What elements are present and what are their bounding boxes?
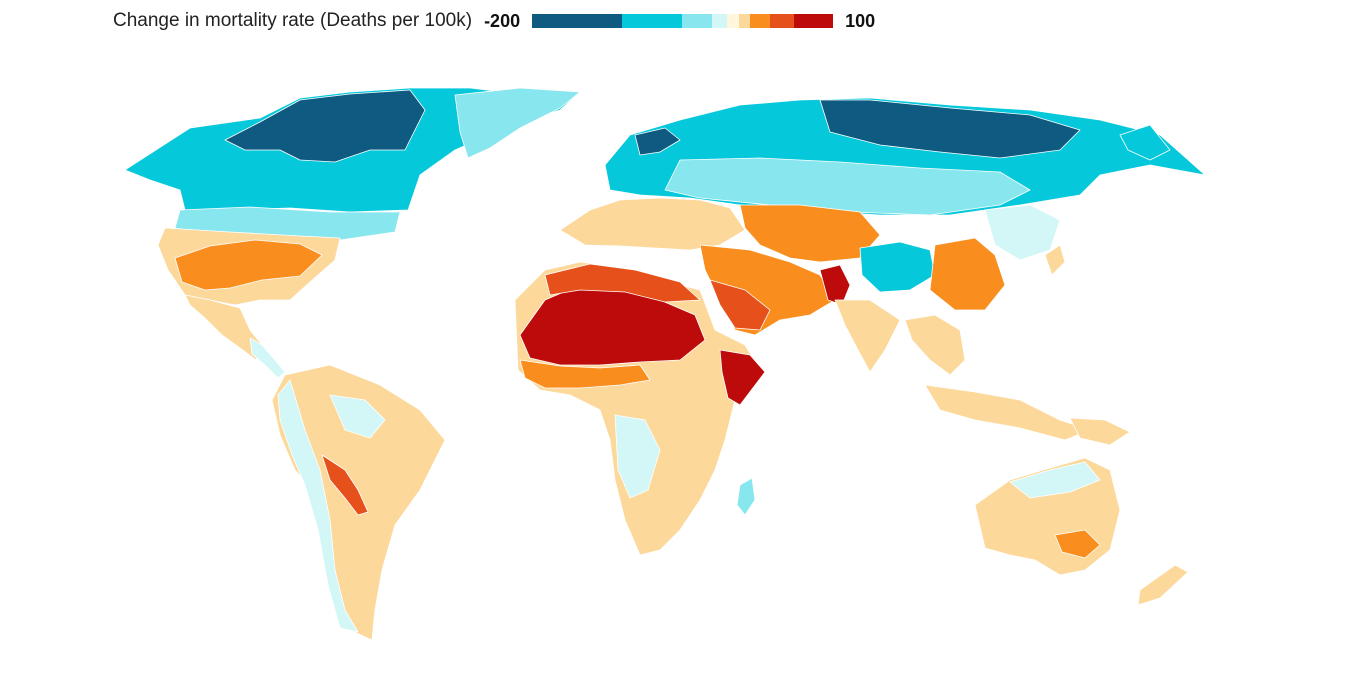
amazon-cool: [329, 394, 386, 439]
legend-min-label: -200: [484, 10, 521, 31]
japan: [1044, 244, 1066, 276]
madagascar: [736, 477, 756, 516]
arctic-region: [224, 89, 426, 163]
legend-swatch-2: [682, 14, 713, 28]
india-region: [834, 299, 901, 373]
china-east-cool: [984, 204, 1061, 261]
mongolia-cool: [859, 241, 936, 293]
legend-swatch-4: [727, 14, 740, 28]
new-guinea: [1069, 417, 1131, 446]
arabia-heat: [709, 279, 771, 331]
scandinavia: [634, 127, 681, 156]
southeast-asia: [904, 314, 966, 376]
australia-central-heat: [1054, 529, 1101, 559]
legend-swatch-8: [794, 14, 834, 28]
bolivia-heat: [321, 454, 369, 516]
legend-title: Change in mortality rate (Deaths per 100…: [113, 10, 473, 31]
pakistan-heat: [819, 264, 851, 306]
central-america: [249, 337, 286, 379]
legend: Change in mortality rate (Deaths per 100…: [113, 8, 875, 34]
legend-swatch-7: [770, 14, 795, 28]
central-africa-cool: [614, 414, 661, 499]
legend-swatch-1: [622, 14, 683, 28]
north-america: [124, 87, 581, 379]
legend-swatch-6: [750, 14, 771, 28]
legend-color-scale: [532, 14, 834, 28]
legend-swatch-0: [532, 14, 623, 28]
china-region: [929, 237, 1006, 311]
usa-central-heat: [174, 239, 323, 291]
south-america: [271, 364, 446, 641]
australia-north-cool: [1009, 461, 1101, 499]
kamchatka: [1119, 124, 1171, 161]
greenland: [454, 87, 581, 159]
horn-of-africa-heat: [719, 349, 766, 406]
west-africa-orange: [519, 359, 651, 389]
legend-max-label: 100: [845, 10, 876, 31]
russia-south-band: [664, 157, 1031, 216]
eurasia: [559, 97, 1206, 376]
europe-region: [559, 197, 746, 251]
legend-swatch-3: [712, 14, 728, 28]
andes-cool: [277, 379, 359, 633]
africa: [514, 261, 766, 556]
new-zealand: [1137, 564, 1189, 606]
central-asia-heat: [739, 204, 881, 263]
siberia-cold: [819, 99, 1081, 159]
legend-swatch-5: [739, 14, 751, 28]
north-africa-heat: [544, 263, 701, 303]
mexico-region: [184, 294, 263, 361]
indonesia: [924, 384, 1091, 441]
oceania: [924, 384, 1189, 606]
